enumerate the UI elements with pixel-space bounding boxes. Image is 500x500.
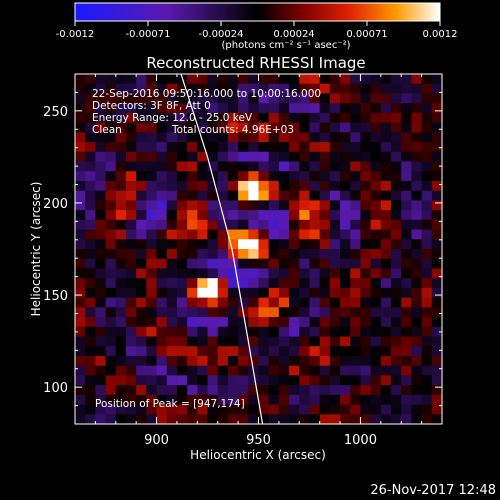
peak-position-text: Position of Peak = [947,174] bbox=[95, 398, 245, 410]
colorbar bbox=[74, 2, 441, 22]
x-tick-label: 1000 bbox=[344, 433, 377, 448]
y-axis: 100 150 200 250 bbox=[43, 91, 442, 407]
time-range-text: 22-Sep-2016 09:50:16.000 to 10:00:16.000 bbox=[92, 88, 321, 100]
x-tick-label: 950 bbox=[246, 433, 271, 448]
colorbar-unit-label: (photons cm⁻² s⁻¹ asec⁻²) bbox=[221, 40, 350, 51]
colorbar-tick-label: 0.00024 bbox=[273, 29, 314, 40]
total-counts-text: Total counts: 4.96E+03 bbox=[171, 124, 294, 136]
colorbar-tick-label: -0.0012 bbox=[56, 29, 95, 40]
y-tick-label: 200 bbox=[43, 197, 68, 212]
y-tick-label: 150 bbox=[43, 289, 68, 304]
x-tick-label: 900 bbox=[144, 433, 169, 448]
heatmap bbox=[75, 74, 442, 424]
y-axis-label: Heliocentric Y (arcsec) bbox=[29, 182, 43, 317]
detectors-text: Detectors: 3F 8F, Att 0 bbox=[92, 100, 211, 112]
footer-date: 26-Nov-2017 12:48 bbox=[370, 483, 496, 498]
info-annotations: 22-Sep-2016 09:50:16.000 to 10:00:16.000… bbox=[92, 88, 321, 410]
colorbar-tick-label: -0.00071 bbox=[126, 29, 171, 40]
colorbar-tick-label: 0.00071 bbox=[346, 29, 387, 40]
colorbar-tick-label: 0.0012 bbox=[423, 29, 458, 40]
colorbar-tick-label: -0.00024 bbox=[199, 29, 244, 40]
method-text: Clean bbox=[92, 124, 122, 136]
y-tick-label: 100 bbox=[43, 381, 68, 396]
x-axis: 900 950 1000 bbox=[94, 74, 423, 448]
y-tick-label: 250 bbox=[43, 105, 68, 120]
solar-limb-line bbox=[180, 74, 264, 424]
chart-title: Reconstructed RHESSI Image bbox=[146, 54, 365, 72]
x-axis-label: Heliocentric X (arcsec) bbox=[190, 448, 326, 462]
colorbar-ticks: -0.0012 -0.00071 -0.00024 0.00024 0.00071 0.0… bbox=[56, 21, 458, 40]
energy-range-text: Energy Range: 12.0 - 25.0 keV bbox=[92, 112, 253, 124]
